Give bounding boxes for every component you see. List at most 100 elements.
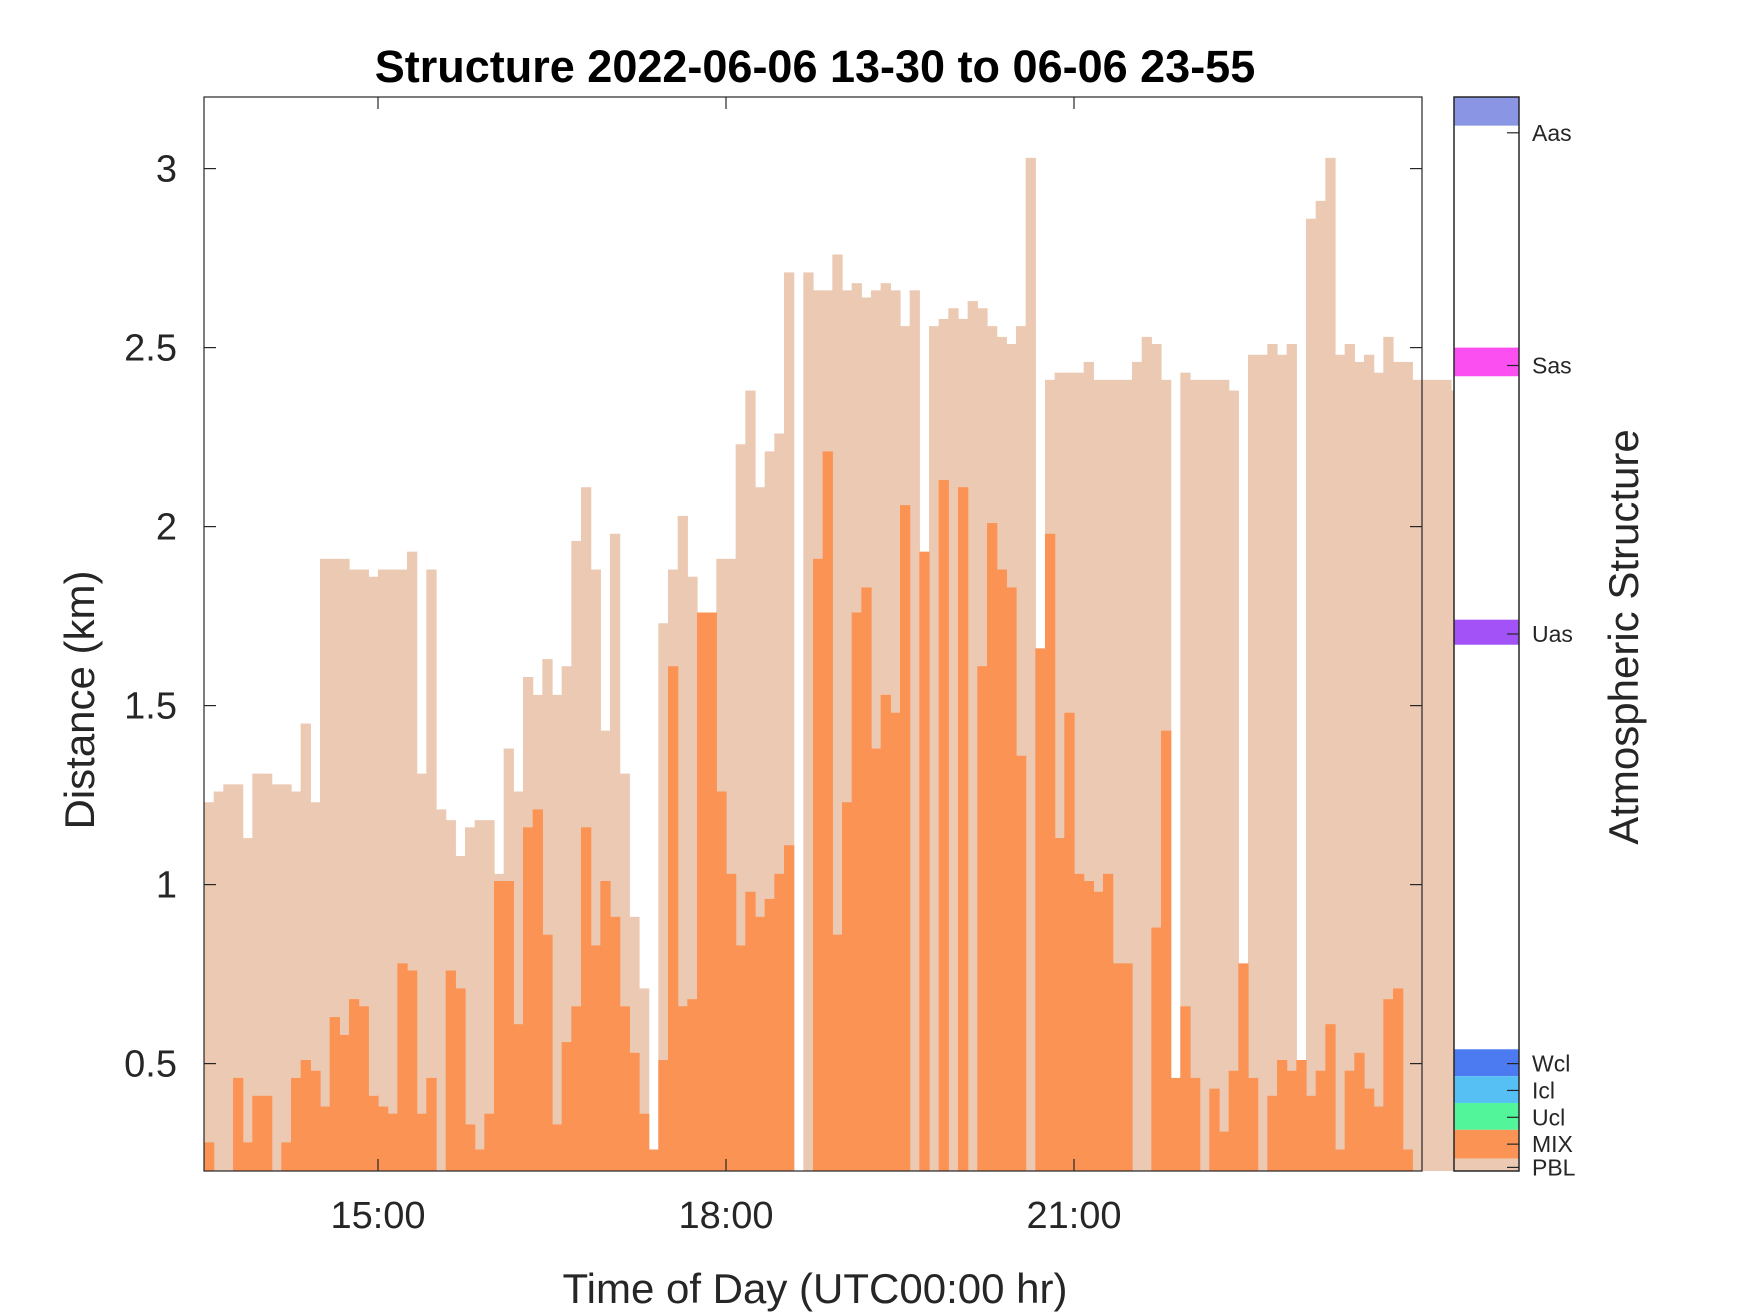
- y-tick-label: 0.5: [124, 1044, 177, 1086]
- mix-bar: [1054, 838, 1065, 1171]
- mix-bar: [552, 1124, 563, 1171]
- pbl-bar: [262, 773, 273, 1171]
- pbl-bar: [1025, 157, 1036, 1172]
- mix-bar: [1151, 927, 1162, 1171]
- colorbar-swatch-wcl: [1454, 1049, 1519, 1077]
- mix-bar: [474, 1149, 485, 1171]
- mix-bar: [281, 1142, 292, 1171]
- pbl-bar: [329, 558, 340, 1171]
- mix-bar: [658, 1060, 669, 1171]
- mix-bar: [339, 1034, 350, 1171]
- colorbar-swatch-sas: [1454, 347, 1519, 377]
- mix-bar: [233, 1077, 244, 1171]
- pbl-bar: [658, 623, 669, 1171]
- pbl-bar: [1422, 379, 1433, 1171]
- mix-bar: [842, 802, 853, 1171]
- pbl-bar: [542, 659, 553, 1171]
- mix-bar: [1180, 1006, 1191, 1171]
- mix-bar: [252, 1095, 263, 1171]
- pbl-bar: [677, 515, 688, 1171]
- pbl-bar: [320, 558, 331, 1171]
- mix-bar: [629, 1052, 640, 1171]
- mix-bar: [1325, 1024, 1336, 1171]
- pbl-bar: [1286, 344, 1297, 1171]
- mix-bar: [484, 1113, 495, 1171]
- pbl-bar: [832, 254, 843, 1171]
- mix-bar: [1364, 1088, 1375, 1171]
- colorbar-label: Atmospheric Structure: [1600, 429, 1647, 845]
- pbl-bar: [1209, 379, 1220, 1171]
- mix-bar: [600, 881, 611, 1171]
- mix-bar: [1064, 712, 1075, 1171]
- pbl-bar: [436, 809, 447, 1171]
- mix-bar: [1315, 1070, 1326, 1171]
- pbl-bar: [349, 569, 360, 1171]
- y-tick-label: 1: [156, 865, 177, 907]
- mix-bar: [1267, 1095, 1278, 1171]
- pbl-bar: [1354, 361, 1365, 1171]
- pbl-bar: [1364, 354, 1375, 1171]
- mix-bar: [1035, 648, 1046, 1171]
- pbl-bar: [1074, 372, 1085, 1171]
- pbl-bar: [368, 576, 379, 1171]
- pbl-bar: [416, 773, 427, 1171]
- pbl-bar: [629, 916, 640, 1171]
- mix-bar: [571, 1006, 582, 1171]
- pbl-bar: [1093, 379, 1104, 1171]
- colorbar-label-aas: Aas: [1532, 120, 1572, 146]
- pbl-bar: [1103, 379, 1114, 1171]
- pbl-bar: [378, 569, 389, 1171]
- pbl-bar: [1373, 372, 1384, 1171]
- mix-bar: [1277, 1060, 1288, 1171]
- y-tick-label: 2: [156, 507, 177, 549]
- mix-bar: [706, 612, 717, 1171]
- mix-bar: [416, 1113, 427, 1171]
- pbl-bar: [1248, 354, 1259, 1171]
- mix-bar: [204, 1142, 215, 1171]
- pbl-bar: [948, 308, 959, 1172]
- mix-bar: [349, 999, 360, 1171]
- pbl-bar: [552, 694, 563, 1171]
- mix-bar: [358, 1006, 369, 1171]
- pbl-bar: [1306, 218, 1317, 1172]
- pbl-bar: [1277, 354, 1288, 1171]
- mix-series: [204, 451, 1413, 1172]
- mix-bar: [387, 1113, 398, 1171]
- mix-bar: [697, 612, 708, 1171]
- mix-bar: [1093, 891, 1104, 1171]
- mix-bar: [291, 1077, 302, 1171]
- pbl-bar: [1054, 372, 1065, 1171]
- colorbar-swatch-pbl: [1454, 1158, 1519, 1171]
- pbl-bar: [233, 784, 244, 1171]
- pbl-bar: [561, 666, 572, 1171]
- mix-bar: [619, 1006, 630, 1171]
- mix-bar: [1122, 963, 1133, 1171]
- colorbar-swatch-uas: [1454, 619, 1519, 645]
- pbl-bar: [764, 451, 775, 1171]
- mix-bar: [1373, 1106, 1384, 1171]
- pbl-bar: [1112, 379, 1123, 1171]
- mix-bar: [300, 1060, 311, 1171]
- mix-bar: [397, 963, 408, 1171]
- pbl-bar: [1151, 344, 1162, 1171]
- mix-bar: [716, 791, 727, 1171]
- pbl-bar: [1219, 379, 1230, 1171]
- plot-frame: [203, 96, 1423, 1172]
- pbl-bar: [1431, 379, 1442, 1171]
- pbl-bar: [223, 784, 234, 1171]
- pbl-bar: [735, 444, 746, 1171]
- x-tick-label: 15:00: [330, 1195, 425, 1237]
- mix-bar: [329, 1017, 340, 1171]
- mix-bar: [1219, 1131, 1230, 1171]
- pbl-bar: [271, 784, 282, 1171]
- mix-bar: [368, 1095, 379, 1171]
- mix-bar: [494, 881, 505, 1171]
- pbl-bar: [1141, 336, 1152, 1171]
- pbl-bar: [291, 791, 302, 1171]
- pbl-bar: [1393, 361, 1404, 1171]
- mix-bar: [465, 1124, 476, 1171]
- pbl-bar: [281, 784, 292, 1171]
- pbl-bar: [1132, 361, 1143, 1171]
- mix-bar: [426, 1077, 437, 1171]
- y-axis: 0.5 1 1.5 2 2.5 3: [124, 149, 1422, 1086]
